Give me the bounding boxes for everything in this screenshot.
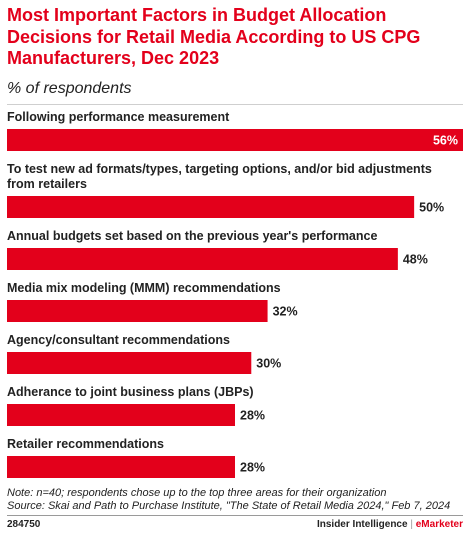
bar xyxy=(7,300,268,322)
category-label: Adherance to joint business plans (JBPs) xyxy=(7,385,254,399)
category-label: Annual budgets set based on the previous… xyxy=(7,229,377,243)
footer-divider xyxy=(7,515,463,516)
category-label: Media mix modeling (MMM) recommendations xyxy=(7,281,281,295)
chart-subtitle: % of respondents xyxy=(7,80,132,97)
chart-footnote: Note: n=40; respondents chose up to the … xyxy=(7,487,465,513)
bar xyxy=(7,404,235,426)
note-text: Note: n=40; respondents chose up to the … xyxy=(7,487,387,499)
bar-chart: Following performance measurement 56%To t… xyxy=(7,110,463,478)
value-label: 32% xyxy=(273,305,298,319)
value-label: 48% xyxy=(403,253,428,267)
bar xyxy=(7,456,235,478)
value-label: 30% xyxy=(256,357,281,371)
source-text: Source: Skai and Path to Purchase Instit… xyxy=(7,500,451,512)
brand-emarketer: eMarketer xyxy=(415,519,463,530)
bar xyxy=(7,129,463,151)
brand-separator: | xyxy=(410,519,413,530)
bar xyxy=(7,248,398,270)
brand-insider-intelligence: Insider Intelligence xyxy=(316,519,408,530)
bar xyxy=(7,196,415,218)
chart-id: 284750 xyxy=(7,519,41,530)
category-label: from retailers xyxy=(7,177,87,191)
value-label: 28% xyxy=(240,461,265,475)
chart-title: Most Important Factors in Budget Allocat… xyxy=(7,5,421,68)
bar xyxy=(7,352,252,374)
brand-credit: Insider Intelligence | eMarketer xyxy=(317,519,463,530)
value-label: 28% xyxy=(240,409,265,423)
header-divider xyxy=(7,104,463,105)
category-label: Agency/consultant recommendations xyxy=(7,333,230,347)
value-label: 50% xyxy=(419,201,444,215)
value-label: 56% xyxy=(433,134,458,148)
category-label: Following performance measurement xyxy=(7,110,230,124)
category-label: To test new ad formats/types, targeting … xyxy=(7,162,432,176)
category-label: Retailer recommendations xyxy=(7,437,164,451)
